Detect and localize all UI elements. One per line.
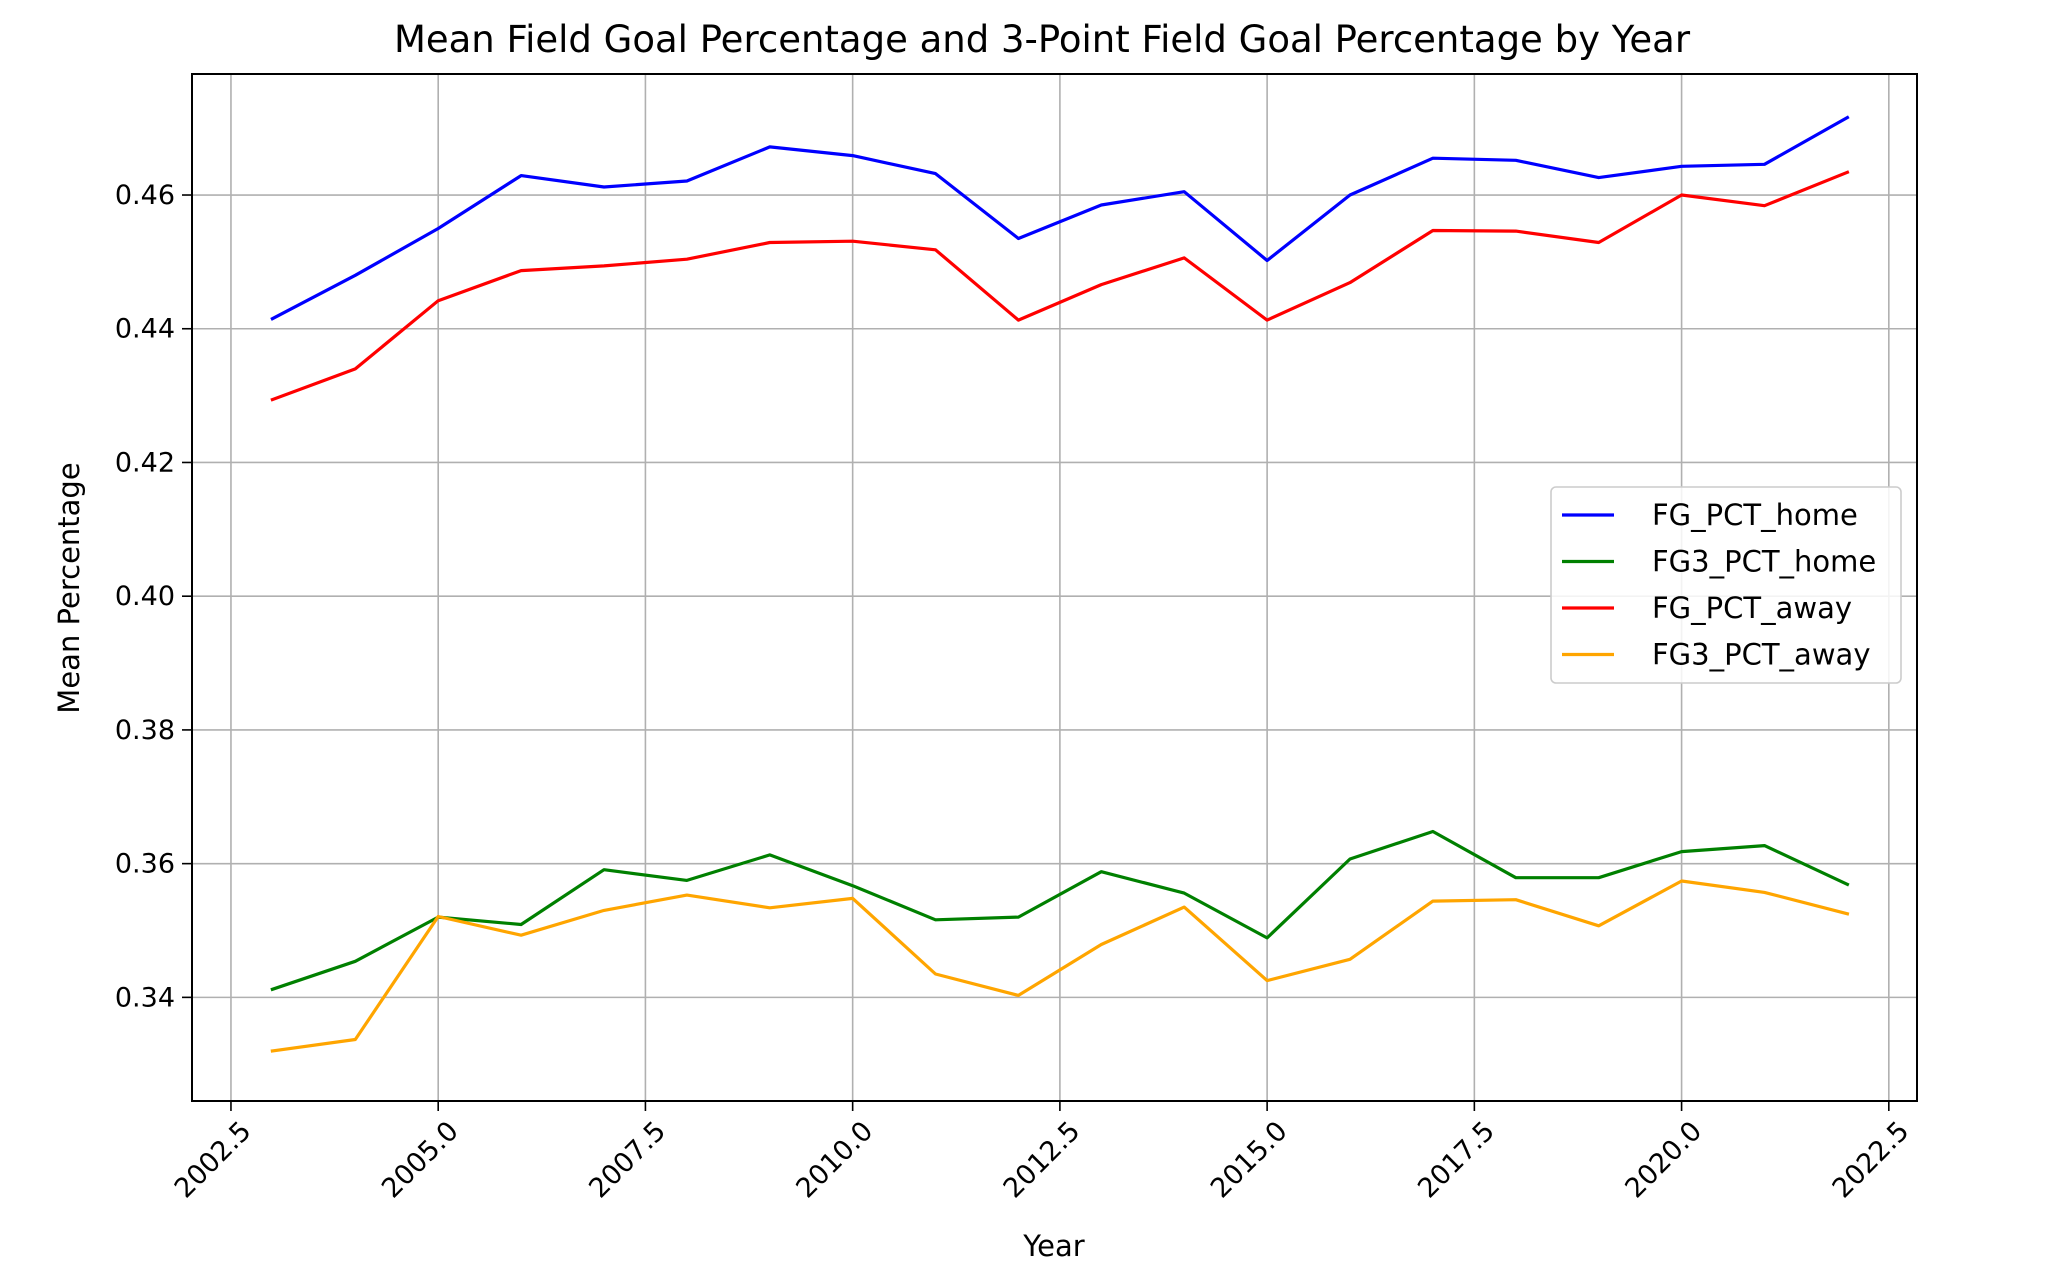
y-tick-label: 0.38 <box>115 715 175 746</box>
legend-label: FG_PCT_away <box>1652 591 1852 625</box>
y-axis-label: Mean Percentage <box>52 462 86 713</box>
y-tick-label: 0.44 <box>115 314 175 345</box>
y-tick-label: 0.42 <box>115 447 175 478</box>
chart-title: Mean Field Goal Percentage and 3-Point F… <box>394 18 1691 61</box>
legend: FG_PCT_home FG3_PCT_home FG_PCT_away FG3_PC… <box>1550 486 1902 684</box>
x-tick-label: 2012.5 <box>998 1116 1087 1205</box>
y-axis-ticks: 0.34 0.36 0.38 0.40 0.42 0.44 0.46 <box>115 180 192 1013</box>
legend-box <box>1550 486 1902 684</box>
x-tick-label: 2022.5 <box>1827 1116 1916 1205</box>
x-axis-ticks: 2002.5 2005.0 2007.5 2010.0 2012.5 2015.0 2017… <box>169 1101 1916 1205</box>
series-line-fg3-pct-home <box>270 829 1850 992</box>
y-tick-label: 0.40 <box>115 581 175 612</box>
y-tick-label: 0.36 <box>115 849 175 880</box>
x-tick-label: 2007.5 <box>583 1116 672 1205</box>
series-lines <box>270 115 1850 1053</box>
y-tick-label: 0.34 <box>115 982 175 1013</box>
x-tick-label: 2015.0 <box>1205 1116 1294 1205</box>
series-line-fg-pct-home <box>270 115 1850 321</box>
x-tick-label: 2017.5 <box>1412 1116 1501 1205</box>
plot-area-frame <box>191 73 1918 1102</box>
x-tick-label: 2005.0 <box>376 1116 465 1205</box>
legend-label: FG3_PCT_away <box>1652 638 1870 672</box>
x-tick-label: 2020.0 <box>1619 1116 1708 1205</box>
y-tick-label: 0.46 <box>115 180 175 211</box>
legend-label: FG_PCT_home <box>1652 498 1858 532</box>
x-tick-label: 2010.0 <box>790 1116 879 1205</box>
series-line-fg3-pct-away <box>270 879 1850 1053</box>
series-line-fg-pct-away <box>270 170 1850 402</box>
legend-label: FG3_PCT_home <box>1652 545 1876 579</box>
x-tick-label: 2002.5 <box>169 1116 258 1205</box>
x-axis-label: Year <box>1022 1229 1084 1263</box>
